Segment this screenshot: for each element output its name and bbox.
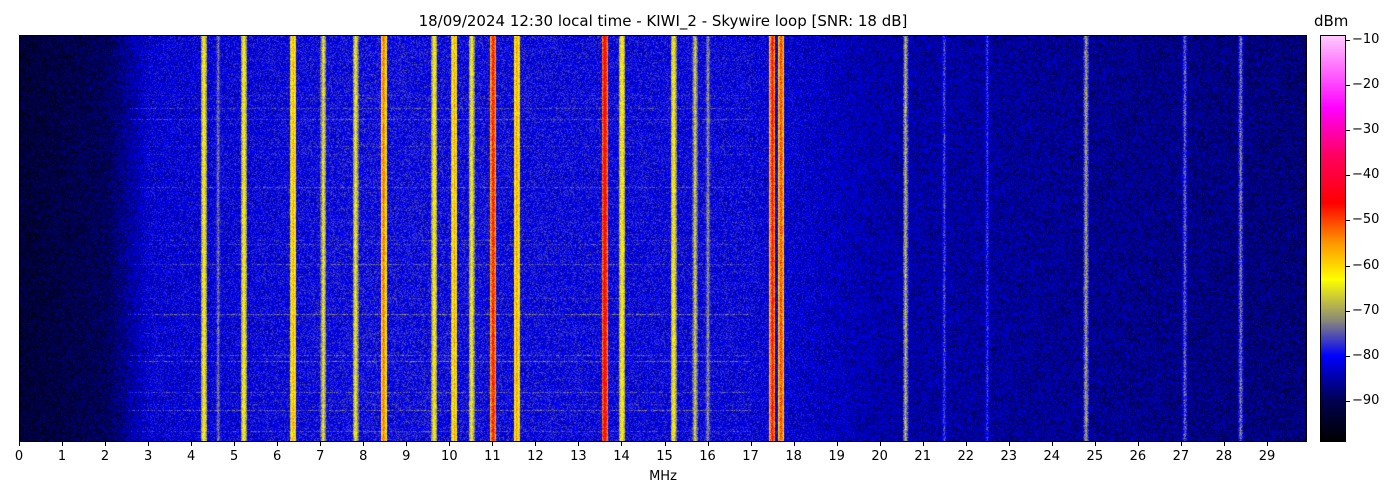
x-tick-label: 17 [742,449,759,464]
x-tick-label: 18 [785,449,802,464]
colorbar-tick-label: −80 [1352,348,1380,364]
x-tick-label: 13 [570,449,587,464]
x-tick-label: 25 [1086,449,1104,464]
x-tick-mark [234,442,236,446]
x-tick-mark [320,442,322,446]
waterfall-heatmap [20,36,1306,441]
x-tick-mark [535,442,537,446]
x-tick-mark [105,442,107,446]
colorbar [1320,35,1346,442]
x-tick-label: 1 [57,449,67,464]
x-tick-label: 14 [613,449,630,464]
x-tick-mark [836,442,838,446]
x-tick-mark [965,442,967,446]
x-tick-label: 3 [143,449,153,464]
colorbar-tick-mark [1346,310,1350,312]
x-tick-mark [449,442,451,446]
colorbar-tick-label: −50 [1352,212,1380,228]
x-tick-mark [707,442,709,446]
x-tick-label: 27 [1172,449,1190,464]
colorbar-tick-mark [1346,129,1350,131]
x-tick-label: 5 [230,449,239,464]
x-tick-mark [1223,442,1225,446]
x-tick-mark [879,442,881,446]
x-tick-label: 23 [1000,449,1018,464]
x-axis-label: MHz [649,469,677,484]
x-tick-label: 26 [1129,449,1147,464]
x-tick-mark [1137,442,1139,446]
colorbar-tick-label: −90 [1352,393,1380,409]
colorbar-tick-label: −30 [1352,121,1380,137]
x-tick-mark [277,442,279,446]
x-tick-mark [492,442,494,446]
colorbar-tick-label: −10 [1352,31,1380,47]
colorbar-tick-mark [1346,265,1350,267]
x-tick-mark [1094,442,1096,446]
x-tick-label: 11 [484,449,501,464]
x-tick-mark [148,442,150,446]
colorbar-tick-label: −40 [1352,167,1380,183]
x-tick-mark [793,442,795,446]
x-tick-label: 21 [914,449,931,464]
x-tick-label: 16 [699,449,716,464]
x-tick-mark [62,442,64,446]
colorbar-tick-label: −70 [1352,302,1380,318]
colorbar-tick-mark [1346,356,1350,358]
x-tick-mark [750,442,752,446]
x-tick-label: 22 [957,449,974,464]
x-tick-label: 12 [527,449,544,464]
x-tick-mark [578,442,580,446]
x-tick-label: 15 [656,449,673,464]
x-tick-mark [406,442,408,446]
colorbar-label: dBm [1314,12,1349,30]
colorbar-tick-mark [1346,39,1350,41]
x-tick-label: 24 [1043,449,1061,464]
x-tick-label: 28 [1215,449,1233,464]
waterfall-plot [19,35,1307,442]
colorbar-tick-label: −20 [1352,76,1380,92]
x-tick-label: 4 [186,449,196,464]
x-tick-mark [664,442,666,446]
x-tick-mark [1051,442,1053,446]
x-tick-mark [191,442,193,446]
x-tick-mark [621,442,623,446]
x-tick-label: 29 [1258,449,1276,464]
x-tick-label: 8 [359,449,368,464]
x-tick-label: 20 [871,449,888,464]
x-tick-mark [1180,442,1182,446]
colorbar-tick-mark [1346,220,1350,222]
x-tick-label: 2 [100,449,110,464]
colorbar-tick-mark [1346,401,1350,403]
x-tick-mark [19,442,20,446]
colorbar-tick-mark [1346,84,1350,86]
x-tick-mark [922,442,924,446]
x-tick-mark [1266,442,1268,446]
x-tick-label: 7 [316,449,325,464]
chart-title: 18/09/2024 12:30 local time - KIWI_2 - S… [418,12,908,30]
x-tick-label: 0 [14,449,24,464]
colorbar-tick-label: −60 [1352,257,1380,273]
x-tick-label: 6 [273,449,282,464]
colorbar-tick-mark [1346,175,1350,177]
x-tick-mark [1008,442,1010,446]
x-tick-label: 10 [441,449,458,464]
x-tick-mark [363,442,365,446]
x-tick-label: 19 [828,449,845,464]
x-tick-label: 9 [402,449,411,464]
